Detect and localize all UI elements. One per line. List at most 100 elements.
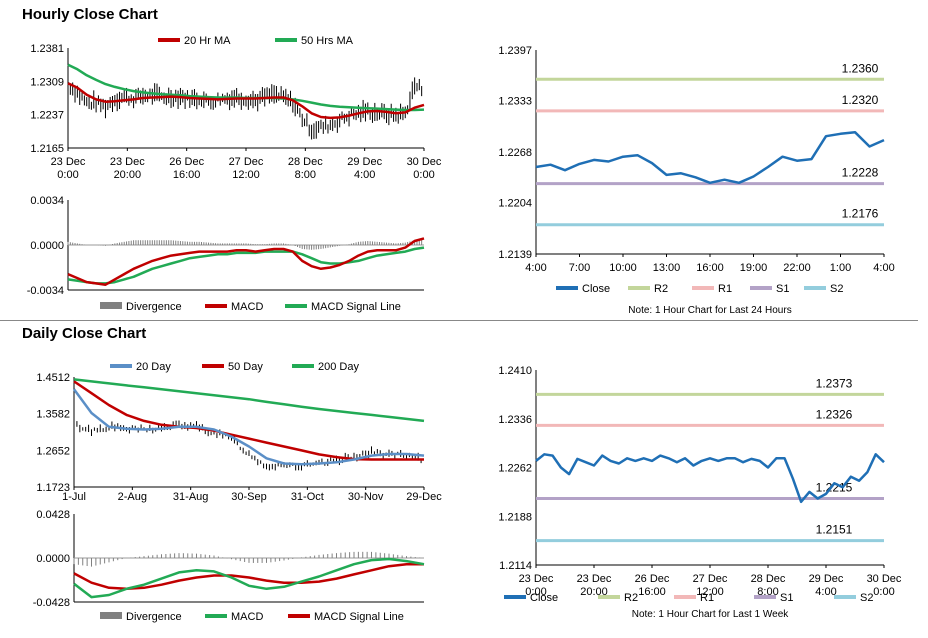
hourly-price-xtick: 30 Dec (407, 156, 442, 168)
hourly-price-ytick: 1.2165 (30, 143, 64, 155)
daily-price-xtick: 2-Aug (118, 491, 147, 503)
macd-line (73, 557, 425, 599)
daily-price-legend-label: 20 Day (136, 361, 171, 373)
hourly-price-xtick: 4:00 (354, 169, 375, 181)
hourly-levels-xtick: 10:00 (609, 262, 637, 274)
hourly-levels-xtick: 4:00 (873, 262, 894, 274)
hourly-macd-legend-label: Divergence (126, 301, 182, 313)
hourly-price-xtick: 20:00 (114, 169, 142, 181)
hourly-levels-xtick: 4:00 (525, 262, 546, 274)
daily-levels-legend-label: Close (530, 592, 558, 604)
daily-price-ytick: 1.3582 (36, 409, 70, 421)
hourly-levels-xtick: 19:00 (740, 262, 768, 274)
daily-price-xtick: 31-Aug (173, 491, 208, 503)
daily-levels-ytick: 1.2262 (498, 463, 532, 475)
daily-price-xtick: 30-Sep (231, 491, 266, 503)
hourly-levels-ytick: 1.2204 (498, 198, 532, 210)
hourly-levels-xtick: 1:00 (830, 262, 851, 274)
level-label-r1: 1.2326 (816, 407, 853, 421)
daily-levels-xtick: 16:00 (638, 586, 666, 598)
daily-levels-ytick: 1.2410 (498, 365, 532, 377)
hourly-levels-legend-label: R2 (654, 283, 668, 295)
hourly-price-legend-label: 20 Hr MA (184, 35, 231, 47)
level-label-s1: 1.2215 (816, 480, 853, 494)
daily-levels-xtick: 26 Dec (635, 573, 670, 585)
hourly-macd-ytick: 0.0034 (30, 195, 64, 207)
close-line (535, 453, 885, 504)
hourly-levels-legend-label: Close (582, 283, 610, 295)
daily-price-xtick: 29-Dec (406, 491, 442, 503)
hourly-price-xtick: 12:00 (232, 169, 260, 181)
daily-macd-legend-label: MACD Signal Line (314, 611, 404, 623)
daily-section-title: Daily Close Chart (22, 325, 147, 342)
hourly-price-xtick: 23 Dec (51, 156, 86, 168)
hourly-price-xtick: 28 Dec (288, 156, 323, 168)
daily-price-xtick: 31-Oct (291, 491, 324, 503)
daily-levels-xtick: 29 Dec (809, 573, 844, 585)
hourly-levels-legend-label: R1 (718, 283, 732, 295)
daily-levels-legend-label: S1 (780, 592, 793, 604)
hourly-levels-ytick: 1.2268 (498, 147, 532, 159)
macd-line (67, 237, 425, 286)
hourly-macd-legend-label: MACD Signal Line (311, 301, 401, 313)
level-label-r1: 1.2320 (842, 93, 879, 107)
20-day-line (72, 388, 425, 466)
hourly-macd-legend-label: MACD (231, 301, 263, 313)
200-day-line (73, 378, 425, 423)
hourly-levels-ytick: 1.2397 (498, 45, 532, 57)
daily-levels-xtick: 23 Dec (519, 573, 554, 585)
hourly-price-xtick: 26 Dec (169, 156, 204, 168)
daily-macd-chart: 0.0428 0.0000 -0.0428 Divergence MACD MACD Si… (33, 509, 425, 623)
hourly-price-xtick: 0:00 (57, 169, 78, 181)
50-day-line (73, 380, 424, 461)
daily-price-xtick: 1-Jul (62, 491, 86, 503)
close-line (535, 130, 885, 185)
daily-levels-ytick: 1.2336 (498, 414, 532, 426)
macd-signal-line (67, 246, 425, 285)
daily-levels-chart: 1.2410 1.2336 1.2262 1.2188 1.2114 1.2373 1.23… (498, 365, 902, 620)
daily-macd-legend-label: Divergence (126, 611, 182, 623)
hourly-price-xtick: 8:00 (295, 169, 316, 181)
hourly-levels-chart: 1.2397 1.2333 1.2268 1.2204 1.2139 1.2360 1.23… (498, 45, 894, 316)
daily-levels-xtick: 27 Dec (693, 573, 728, 585)
section-divider (0, 320, 918, 321)
daily-levels-xtick: 28 Dec (751, 573, 786, 585)
hourly-price-ytick: 1.2309 (30, 76, 64, 88)
hourly-price-xtick: 16:00 (173, 169, 201, 181)
hourly-levels-legend-label: S1 (776, 283, 789, 295)
hourly-levels-note: Note: 1 Hour Chart for Last 24 Hours (628, 305, 791, 316)
hourly-price-xtick: 29 Dec (347, 156, 382, 168)
daily-levels-legend-label: S2 (860, 592, 873, 604)
daily-price-xtick: 30-Nov (348, 491, 384, 503)
level-label-s1: 1.2228 (842, 166, 879, 180)
hourly-levels-ytick: 1.2139 (498, 249, 532, 261)
daily-price-legend-label: 200 Day (318, 361, 359, 373)
hourly-levels-xtick: 16:00 (696, 262, 724, 274)
daily-price-ytick: 1.2652 (36, 445, 70, 457)
level-label-s2: 1.2176 (842, 207, 879, 221)
hourly-levels-xtick: 22:00 (783, 262, 811, 274)
hourly-price-ytick: 1.2381 (30, 43, 64, 55)
daily-levels-xtick: 30 Dec (867, 573, 902, 585)
level-label-r2: 1.2373 (816, 376, 853, 390)
hourly-macd-ytick: -0.0034 (27, 285, 64, 297)
hourly-macd-legend-swatch (100, 302, 122, 309)
daily-levels-xtick: 0:00 (525, 586, 546, 598)
daily-levels-xtick: 12:00 (696, 586, 724, 598)
daily-macd-ytick: 0.0000 (36, 553, 70, 565)
hourly-price-xtick: 27 Dec (229, 156, 264, 168)
hourly-levels-legend-label: S2 (830, 283, 843, 295)
daily-levels-xtick: 23 Dec (577, 573, 612, 585)
level-label-r2: 1.2360 (842, 61, 879, 75)
daily-levels-legend-label: R2 (624, 592, 638, 604)
hourly-price-xtick: 23 Dec (110, 156, 145, 168)
20-hr-ma-line (67, 82, 425, 120)
hourly-levels-xtick: 7:00 (569, 262, 590, 274)
daily-levels-ytick: 1.2188 (498, 511, 532, 523)
hourly-price-xtick: 0:00 (413, 169, 434, 181)
daily-levels-legend-label: R1 (700, 592, 714, 604)
daily-levels-ytick: 1.2114 (499, 560, 532, 572)
daily-macd-ytick: -0.0428 (33, 597, 70, 609)
hourly-macd-chart: 0.0034 0.0000 -0.0034 Divergence MACD MACD Si… (27, 195, 425, 313)
